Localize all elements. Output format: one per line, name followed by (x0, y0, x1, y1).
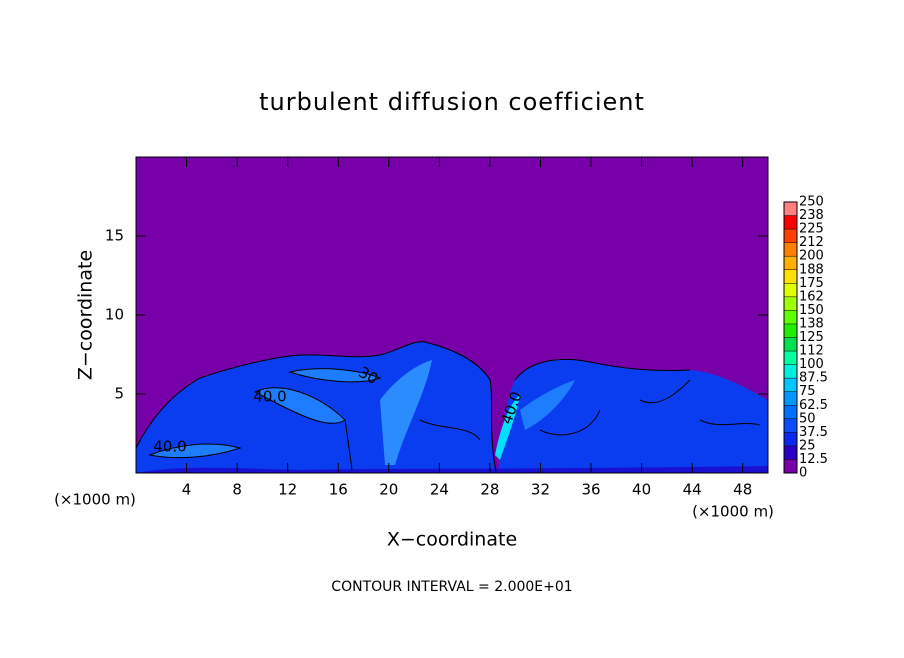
y-tick-label: 10 (105, 306, 124, 324)
x-tick-label: 16 (329, 481, 348, 499)
colorbar-band (784, 432, 797, 446)
field (135, 157, 768, 473)
x-tick-label: 32 (531, 481, 550, 499)
contour-label: 40.0 (153, 438, 186, 456)
colorbar-band (784, 310, 797, 324)
colorbar-label: 188 (799, 262, 824, 277)
colorbar-label: 162 (799, 289, 824, 304)
colorbar-label: 0 (799, 466, 807, 481)
chart-title: turbulent diffusion coefficient (259, 88, 645, 116)
x-tick-label: 4 (182, 481, 192, 499)
field-patch (150, 444, 240, 458)
x-tick-label: 20 (379, 481, 398, 499)
x-unit-label: (×1000 m) (692, 503, 774, 521)
colorbar-band (784, 405, 797, 419)
colorbar-label: 150 (799, 303, 824, 318)
x-tick-label: 40 (632, 481, 651, 499)
contour-line (344, 379, 761, 471)
colorbar-band (784, 459, 797, 473)
colorbar-band (784, 256, 797, 270)
x-tick-label: 28 (480, 481, 499, 499)
contour-line (148, 368, 382, 459)
x-tick-label: 44 (683, 481, 702, 499)
colorbar-band (784, 378, 797, 392)
colorbar-label: 100 (799, 357, 824, 372)
colorbar-label: 175 (799, 276, 824, 291)
x-tick-label: 36 (581, 481, 600, 499)
colorbar-band (784, 269, 797, 284)
field-region (136, 466, 768, 473)
contour-line (514, 358, 691, 381)
colorbar-label: 225 (799, 222, 824, 237)
y-axis-title: Z−coordinate (75, 250, 97, 380)
colorbar-band (784, 418, 797, 433)
y-tick-label: 5 (114, 385, 124, 403)
colorbar-label: 50 (799, 411, 816, 426)
x-tick-label: 24 (430, 481, 449, 499)
colorbar-label: 62.5 (799, 398, 828, 413)
x-axis-title: X−coordinate (387, 529, 517, 551)
footnote: CONTOUR INTERVAL = 2.000E+01 (331, 579, 572, 595)
colorbar-label: 87.5 (799, 371, 828, 386)
colorbar-band (784, 391, 797, 406)
field-patch (380, 360, 432, 465)
colorbar-label: 250 (799, 195, 824, 210)
contour-label: 40.0 (253, 388, 286, 406)
colorbar-label: 25 (799, 438, 816, 453)
field-patch (495, 395, 520, 460)
field-patch (520, 380, 575, 430)
field-patch (255, 387, 345, 424)
colorbar-label: 238 (799, 208, 824, 223)
colorbar-label: 212 (799, 235, 824, 250)
colorbar-band (784, 364, 797, 379)
colorbar-band (784, 351, 797, 365)
x-tick-label: 12 (278, 481, 297, 499)
y-tick-label: 15 (105, 227, 124, 245)
colorbar-band (784, 283, 797, 297)
contour-line (135, 341, 497, 473)
colorbar-band (784, 445, 797, 460)
colorbar-band (784, 242, 797, 257)
colorbar-label: 37.5 (799, 425, 828, 440)
colorbar-band (784, 323, 797, 338)
colorbar-label: 112 (799, 344, 824, 359)
colorbar-label: 75 (799, 384, 816, 399)
colorbar-label: 200 (799, 249, 824, 264)
colorbar-label: 138 (799, 316, 824, 331)
colorbar-band (784, 215, 797, 230)
x-tick-label: 48 (733, 481, 752, 499)
x-tick-label: 8 (232, 481, 242, 499)
colorbar-band (784, 202, 797, 216)
colorbar-label: 12.5 (799, 452, 828, 467)
colorbar-label: 125 (799, 330, 824, 345)
colorbar-band (784, 229, 797, 243)
colorbar-band (784, 337, 797, 352)
x-unit-label: (×1000 m) (54, 491, 136, 509)
colorbar-band (784, 296, 797, 311)
